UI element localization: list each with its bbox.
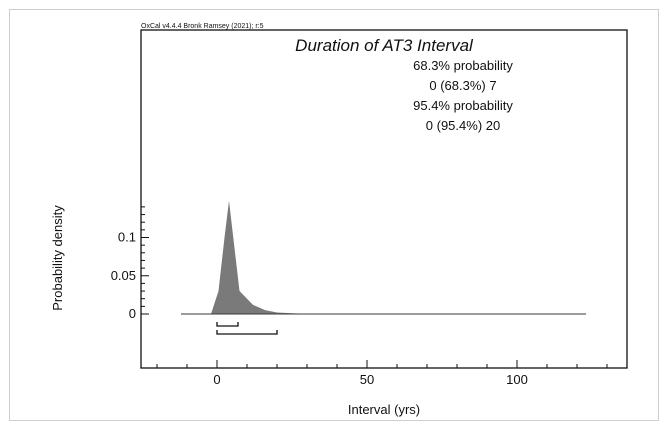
- annotation-text: 0 (68.3%) 7: [429, 78, 496, 93]
- range-bracket: [216, 330, 278, 335]
- annotation-text: 68.3% probability: [413, 58, 513, 73]
- outer-frame: [9, 9, 659, 421]
- x-axis-label: Interval (yrs): [348, 402, 420, 417]
- plot-frame: [140, 29, 628, 369]
- chart-title: Duration of AT3 Interval: [295, 36, 474, 55]
- x-tick-label: 50: [360, 372, 374, 387]
- y-tick-label: 0.1: [118, 230, 136, 245]
- density-area: [181, 200, 586, 314]
- credit-text: OxCal v4.4.4 Bronk Ramsey (2021); r:5: [141, 23, 264, 30]
- annotation-text: 95.4% probability: [413, 98, 513, 113]
- x-tick-label: 100: [506, 372, 528, 387]
- y-axis-label: Probability density: [50, 205, 65, 311]
- x-tick-label: 0: [213, 372, 220, 387]
- annotation-text: 0 (95.4%) 20: [426, 118, 500, 133]
- y-tick-label: 0.05: [111, 268, 136, 283]
- range-bracket: [216, 322, 239, 327]
- y-tick-label: 0: [129, 306, 136, 321]
